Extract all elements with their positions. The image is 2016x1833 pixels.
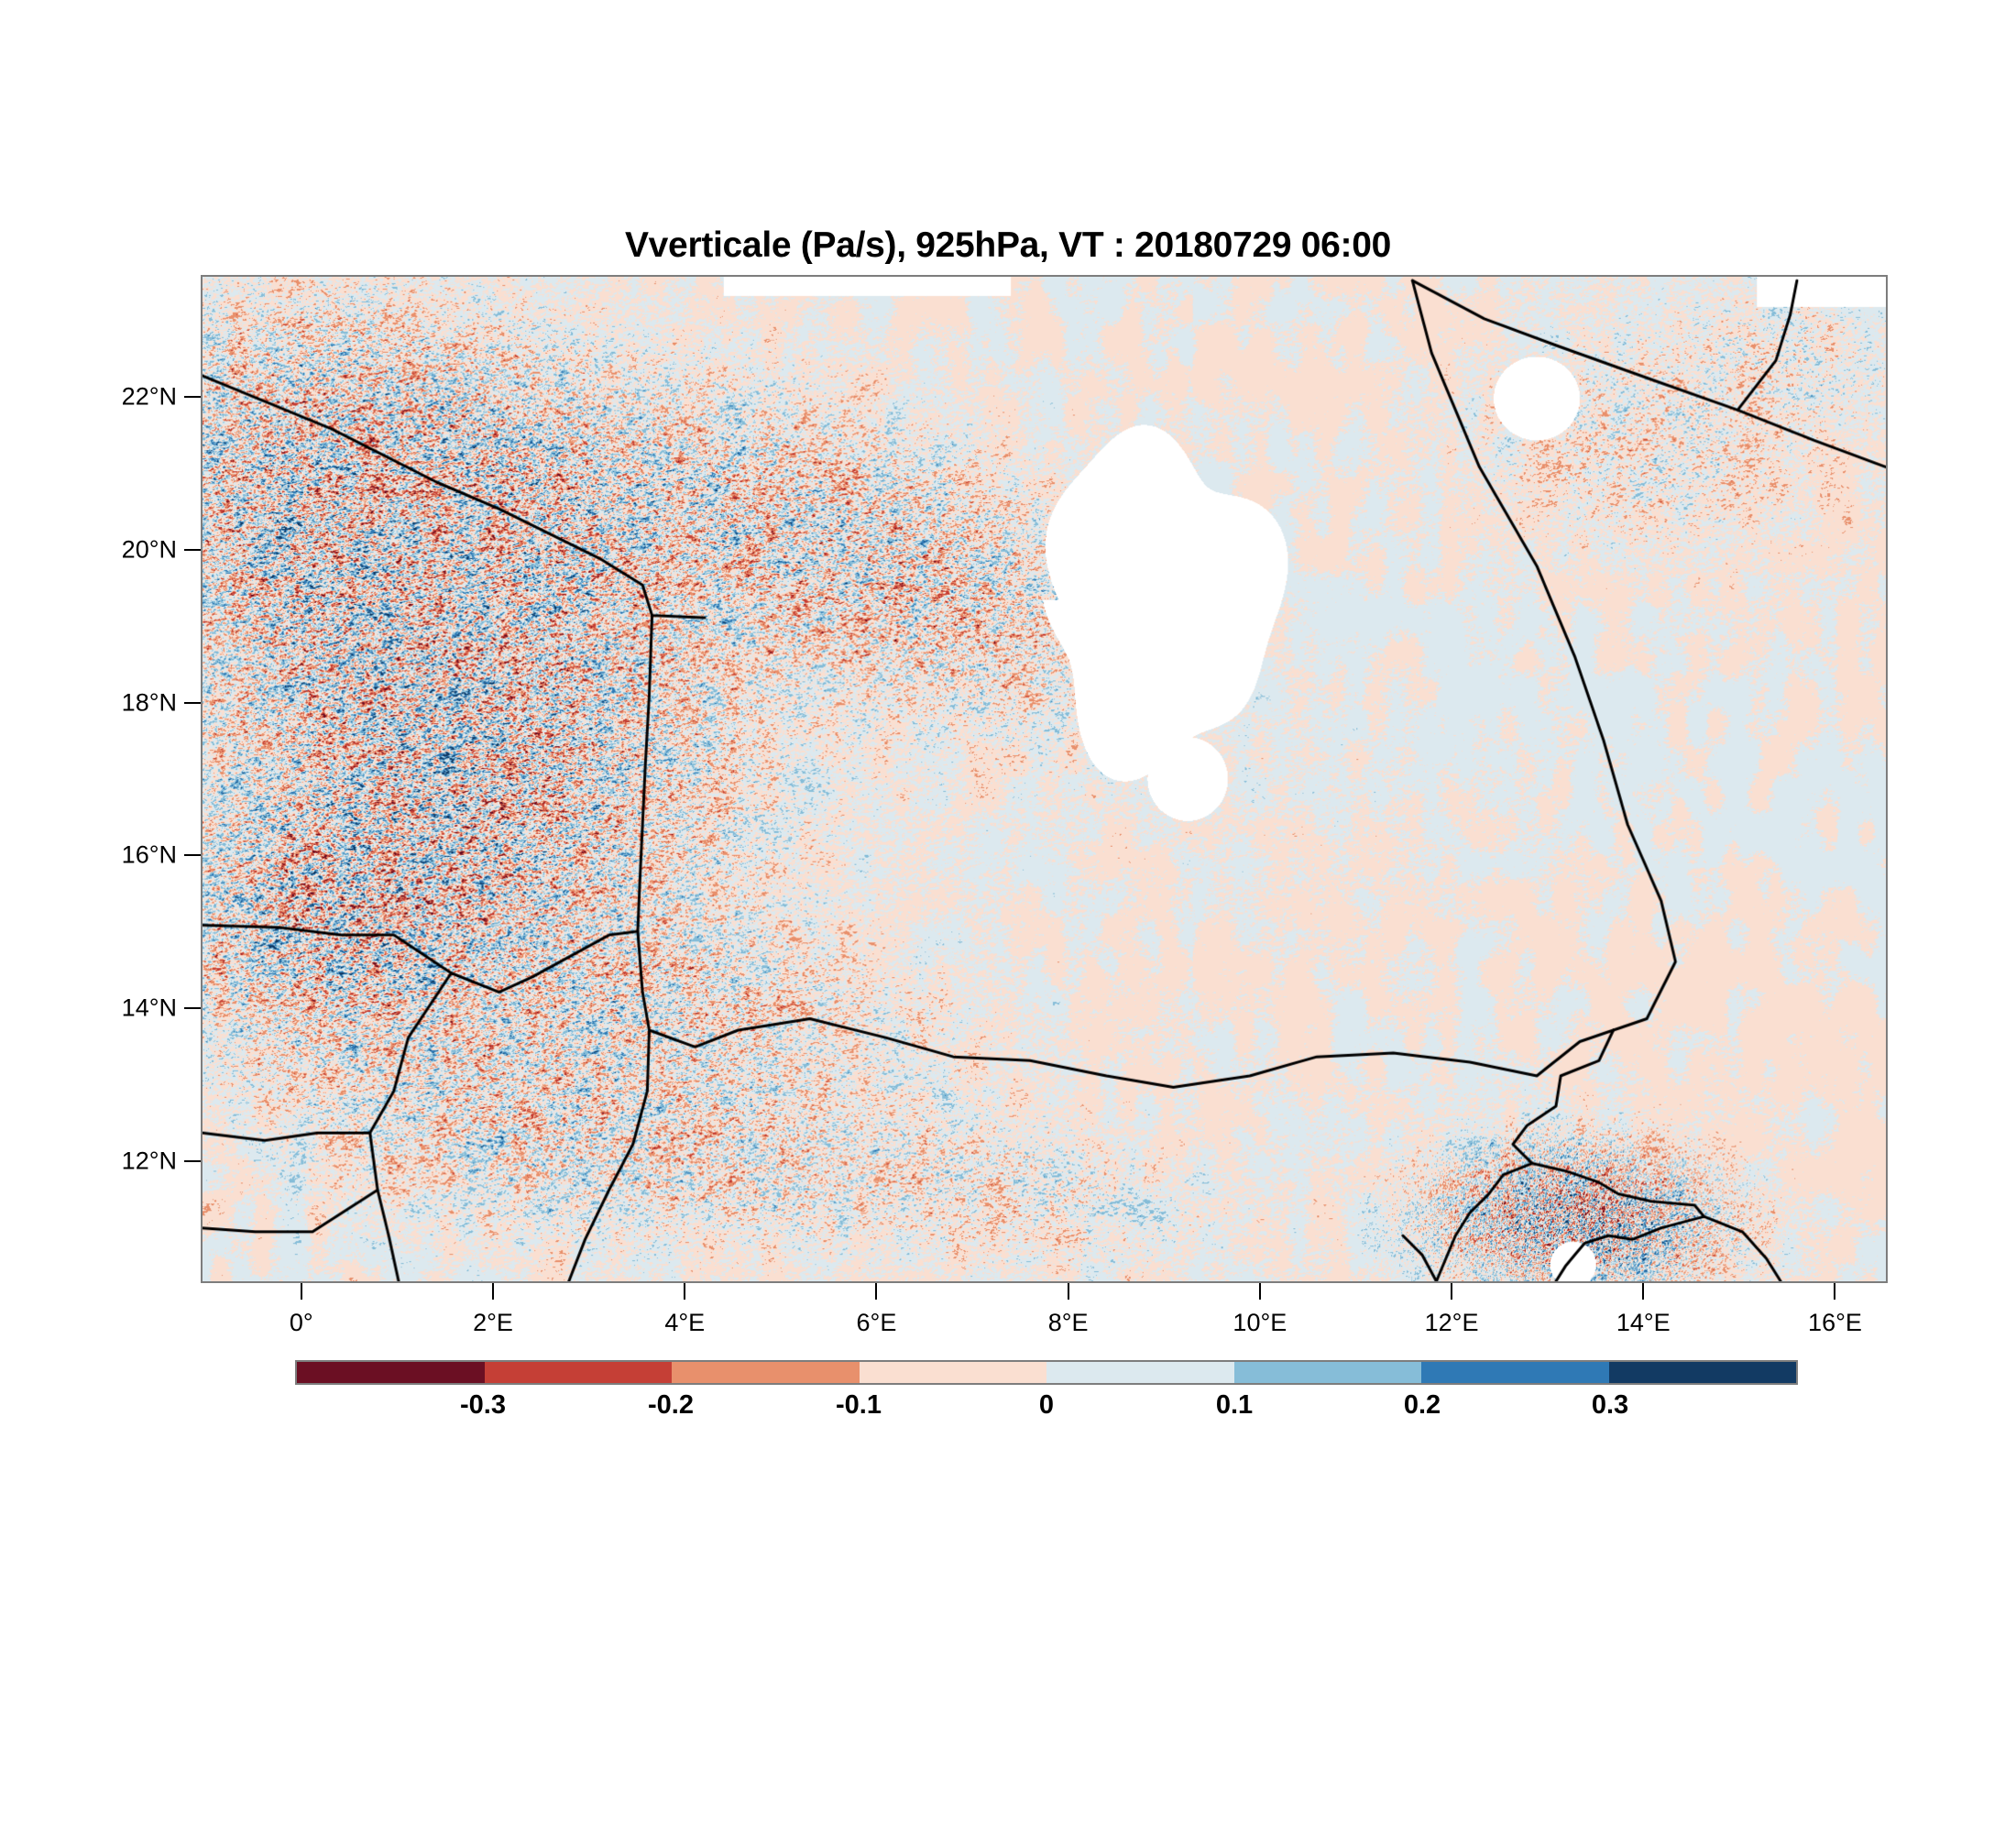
colorbar-band	[1608, 1362, 1796, 1383]
y-tick-mark	[184, 549, 201, 551]
y-tick-mark	[184, 701, 201, 704]
colorbar-band	[859, 1362, 1046, 1383]
x-tick-label: 4°E	[664, 1309, 706, 1336]
colorbar-tick-label: 0.1	[1215, 1390, 1254, 1420]
colorbar-tick-label: -0.1	[836, 1390, 882, 1420]
colorbar-band	[297, 1362, 485, 1383]
y-tick-label: 12°N	[121, 1147, 177, 1175]
colorbar-band	[672, 1362, 860, 1383]
x-tick-label: 2°E	[473, 1309, 513, 1336]
y-tick-mark	[184, 396, 201, 399]
chart-title: Vverticale (Pa/s), 925hPa, VT : 20180729…	[624, 225, 1392, 265]
y-tick-label: 22°N	[121, 382, 177, 411]
x-tick-label: 12°E	[1424, 1309, 1479, 1336]
x-tick-label: 0°	[289, 1309, 313, 1336]
colorbar-tick-label: 0.3	[1591, 1390, 1629, 1420]
x-tick-mark	[1834, 1283, 1836, 1300]
y-tick-label: 14°N	[121, 993, 177, 1022]
x-tick-mark	[1067, 1283, 1069, 1300]
colorbar-band	[484, 1362, 672, 1383]
x-tick-label: 6°E	[856, 1309, 897, 1336]
map-plot-area	[201, 275, 1888, 1283]
colorbar-tick-label: -0.2	[648, 1390, 694, 1420]
y-tick-label: 20°N	[121, 535, 177, 564]
y-tick-label: 16°N	[121, 840, 177, 869]
colorbar-band	[1046, 1362, 1234, 1383]
colorbar	[295, 1360, 1798, 1385]
y-tick-mark	[184, 854, 201, 857]
colorbar-tick-label: 0.2	[1403, 1390, 1441, 1420]
colorbar-band	[1421, 1362, 1609, 1383]
y-tick-mark	[184, 1159, 201, 1162]
colorbar-tick-label: 0	[1038, 1390, 1055, 1420]
y-tick-label: 18°N	[121, 688, 177, 717]
x-tick-label: 14°E	[1616, 1309, 1671, 1336]
vertical-velocity-field	[203, 277, 1886, 1281]
x-tick-mark	[1451, 1283, 1453, 1300]
y-tick-mark	[184, 1007, 201, 1009]
x-tick-mark	[300, 1283, 302, 1300]
colorbar-band	[1233, 1362, 1421, 1383]
x-tick-label: 10°E	[1233, 1309, 1287, 1336]
x-tick-label: 16°E	[1808, 1309, 1862, 1336]
colorbar-tick-label: -0.3	[460, 1390, 506, 1420]
x-tick-mark	[684, 1283, 686, 1300]
x-tick-mark	[1258, 1283, 1261, 1300]
x-tick-mark	[1642, 1283, 1645, 1300]
x-tick-label: 8°E	[1047, 1309, 1089, 1336]
x-tick-mark	[875, 1283, 878, 1300]
x-tick-mark	[492, 1283, 495, 1300]
